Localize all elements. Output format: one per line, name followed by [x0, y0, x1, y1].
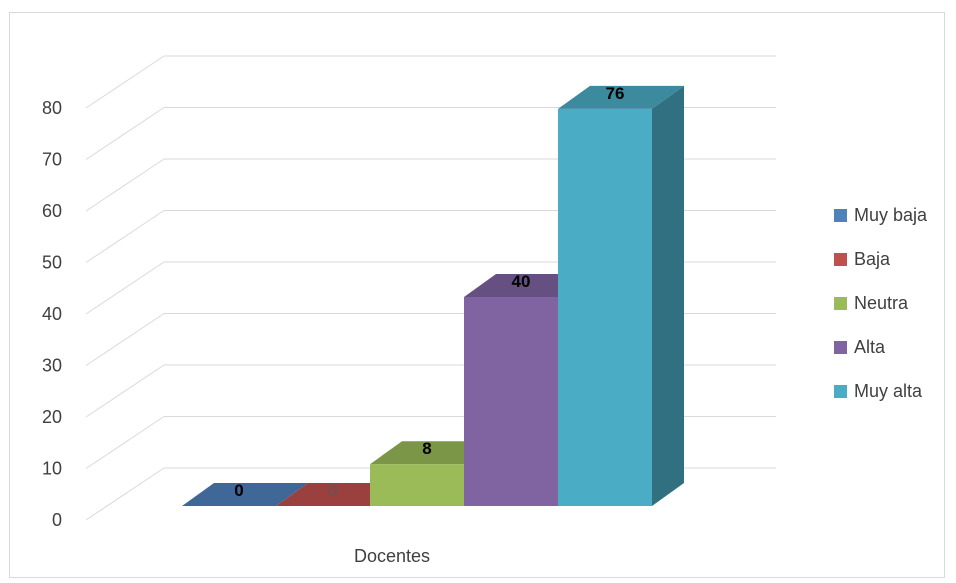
bar-top [182, 483, 308, 506]
y-tick-label: 70 [42, 150, 62, 170]
y-tick-label: 10 [42, 459, 62, 479]
legend-swatch [834, 341, 847, 354]
gridline-side [85, 107, 165, 160]
legend-swatch [834, 297, 847, 310]
y-tick-label: 50 [42, 253, 62, 273]
gridline-side [85, 158, 165, 212]
data-label: 40 [512, 272, 531, 291]
y-tick-label: 60 [42, 201, 62, 221]
legend-label: Alta [854, 337, 886, 357]
bar [370, 464, 464, 506]
legend-label: Muy alta [854, 381, 923, 401]
legend-swatch [834, 209, 847, 222]
legend-label: Muy baja [854, 205, 928, 225]
gridline-side [85, 416, 165, 469]
gridline-side [85, 55, 165, 109]
gridline-side [85, 210, 165, 263]
gridline-side [85, 313, 165, 366]
gridline-side [85, 467, 165, 521]
bar [558, 108, 652, 507]
legend-label: Neutra [854, 293, 909, 313]
y-tick-label: 0 [52, 510, 62, 530]
gridline-side [85, 261, 165, 315]
bar-top [558, 85, 684, 109]
data-label: 0 [328, 481, 337, 500]
legend-label: Baja [854, 249, 891, 269]
y-tick-label: 30 [42, 356, 62, 376]
data-label: 8 [422, 439, 431, 458]
legend-swatch [834, 253, 847, 266]
y-tick-label: 40 [42, 304, 62, 324]
data-label: 0 [234, 481, 243, 500]
data-label: 76 [606, 84, 625, 103]
y-tick-label: 80 [42, 98, 62, 118]
bar-side [652, 85, 684, 507]
gridline-side [85, 364, 165, 418]
y-tick-label: 20 [42, 407, 62, 427]
x-category-label: Docentes [354, 546, 430, 566]
legend-swatch [834, 385, 847, 398]
bar [464, 297, 558, 506]
